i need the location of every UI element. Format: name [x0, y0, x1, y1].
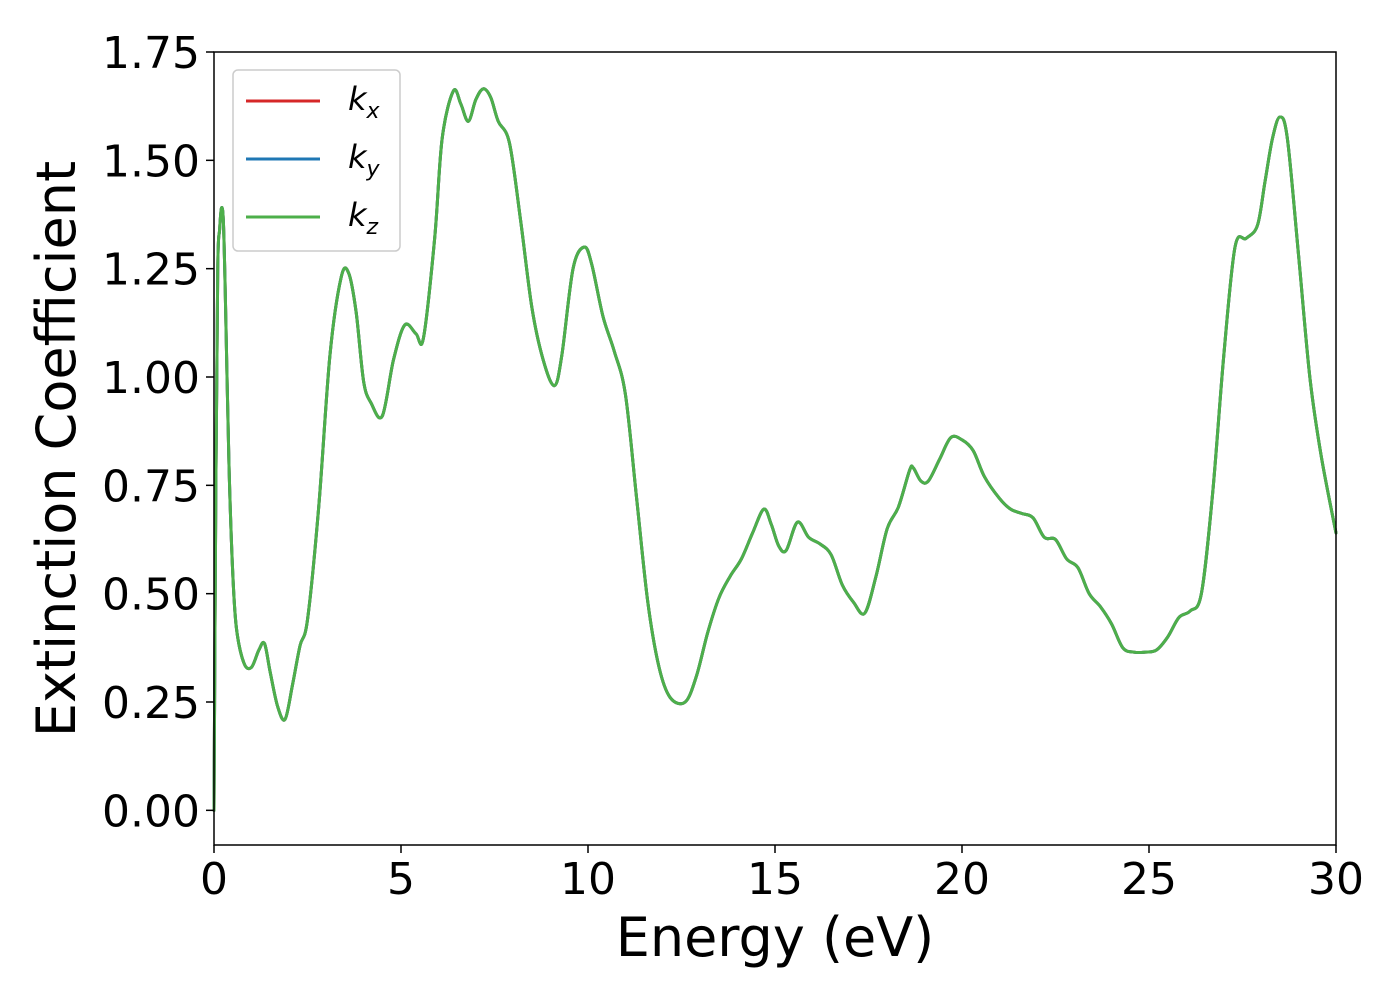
y-tick-label: 0.00 — [102, 786, 200, 837]
x-tick-label: 0 — [200, 854, 228, 905]
y-tick-label: 1.25 — [102, 245, 200, 296]
x-tick-label: 10 — [560, 854, 616, 905]
x-tick-label: 25 — [1121, 854, 1177, 905]
series-layer — [212, 87, 1338, 812]
y-tick-label: 0.75 — [102, 461, 200, 512]
x-tick-label: 20 — [934, 854, 990, 905]
y-tick-label: 0.50 — [102, 570, 200, 621]
legend-label-ky: ky — [348, 138, 381, 182]
y-axis-label: Extinction Coefficient — [25, 161, 88, 737]
y-tick-label: 1.50 — [102, 136, 200, 187]
series-line-kz — [212, 87, 1338, 812]
x-tick-label: 5 — [387, 854, 415, 905]
y-tick-label: 1.00 — [102, 353, 200, 404]
y-axis-ticks: 0.00 0.25 0.50 0.75 1.00 1.25 1.50 1.75 — [102, 28, 214, 837]
y-tick-label: 0.25 — [102, 678, 200, 729]
y-tick-label: 1.75 — [102, 28, 200, 79]
x-axis-ticks: 0 5 10 15 20 25 30 — [200, 845, 1364, 905]
x-axis-label: Energy (eV) — [616, 906, 935, 969]
legend-label-kx: kx — [348, 80, 381, 124]
x-tick-label: 15 — [747, 854, 803, 905]
x-tick-label: 30 — [1308, 854, 1364, 905]
